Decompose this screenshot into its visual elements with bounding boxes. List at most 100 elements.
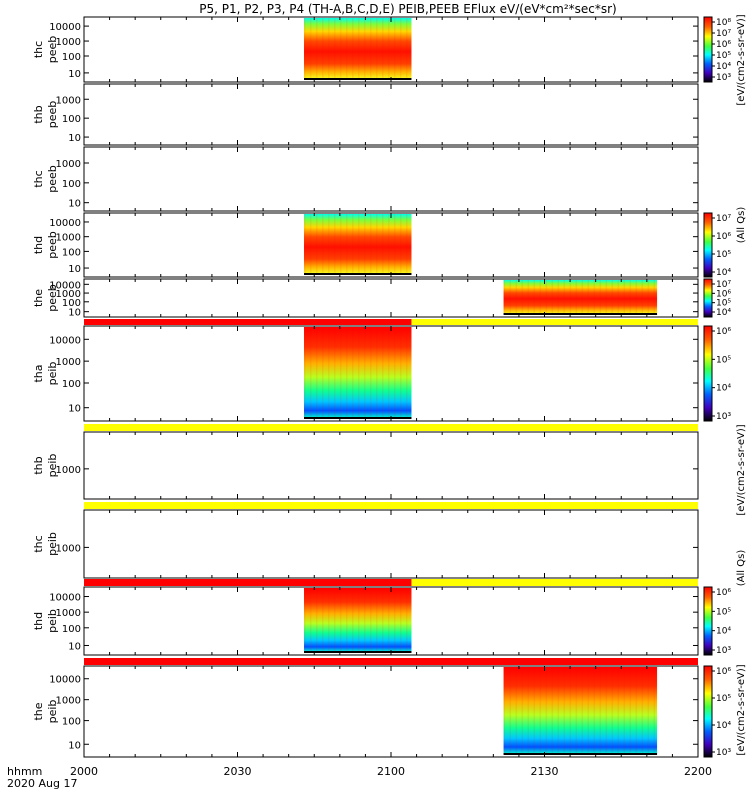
spectrogram-texture [328,588,330,652]
y-tick-label: 10 [68,133,81,144]
colorbar [703,278,713,318]
panel-probe-label: thb [32,456,45,474]
panel-probe-label: the [32,289,45,307]
spectrogram-texture [563,667,566,754]
colorbar-tick-label: 10⁶ [716,40,731,50]
y-tick-label: 100 [62,114,81,125]
spectrogram-texture [382,214,384,274]
panel-probe-label: thb [32,105,45,123]
spectrogram-texture [557,667,560,754]
spectrogram-texture [310,18,312,79]
spectrogram-texture [575,280,578,314]
spectrogram-texture [406,588,408,652]
spectrogram-tha-peib [304,327,412,418]
spectrogram-texture [587,667,590,754]
spectrogram-texture [322,588,324,652]
spectrogram-texture [545,280,548,314]
spectrogram-texture [370,588,372,652]
colorbar-tick-label: 10⁶ [716,588,731,598]
spectrogram-floor [304,273,412,275]
colorbar-tick-label: 10⁴ [716,268,731,278]
colorbar-tick-label: 10⁷ [716,29,731,39]
y-tick-label: 1000 [56,289,81,300]
y-tick-label: 1000 [56,696,81,707]
spectrogram-texture [611,280,614,314]
spectrogram-texture [563,280,566,314]
spectrogram-thd-peeb [304,214,412,274]
y-tick-label: 10 [68,404,81,415]
flag-segment-10-1 [84,658,698,665]
y-tick-label: 10000 [49,593,81,604]
colorbar [703,16,713,83]
spectrogram-texture [623,667,626,754]
all-qs-label: (All Qs) [736,207,747,244]
spectrogram-texture [322,18,324,79]
y-tick-label: 1000 [56,37,81,48]
y-tick-label: 100 [62,379,81,390]
colorbar-tick-label: 10⁶ [716,232,731,242]
spectrogram-texture [641,280,644,314]
spectrogram-texture [527,280,530,314]
colorbar-tick-label: 10⁵ [716,607,731,617]
spectrogram-texture [617,667,620,754]
panel-product-label: peib [46,700,59,724]
spectrogram-texture [328,327,330,418]
spectrogram-texture [623,280,626,314]
spectrogram-texture [611,667,614,754]
spectrogram-texture [557,280,560,314]
spectrogram-texture [539,667,542,754]
spectrogram-texture [340,214,342,274]
ion-unit-label: [eV/(cm2-s-sr-eV)] [736,424,747,515]
spectrogram-texture [509,667,512,754]
spectrogram-texture [304,327,306,418]
spectrogram-texture [527,667,530,754]
x-tick-label: 2130 [531,765,559,778]
ion-unit-label: [eV/(cm2-s-sr-eV)] [736,664,747,755]
panel-10: 10000 1000 100 10 the peib 10⁶ 10⁵ 10⁴ 10³ [32,658,731,758]
spectrogram-texture [334,588,336,652]
spectrogram-texture [406,327,408,418]
spectrogram-texture [364,18,366,79]
spectrogram-texture [388,327,390,418]
spectrogram-texture [340,18,342,79]
unit-labels: [eV/(cm2-s-sr-eV)] (All Qs) [eV/(cm2-s-sr-… [736,14,747,755]
y-tick-label: 1000 [56,95,81,106]
panel-2: 1000 100 10 thb peeb [32,83,699,146]
spectrogram-texture [346,18,348,79]
colorbar-tick-label: 10⁵ [716,51,731,61]
spectrogram-texture [304,18,306,79]
colorbar-tick-label: 10⁸ [716,18,731,28]
y-tick-label: 10 [68,69,81,80]
spectrogram-the-peib [503,667,658,754]
panel-product-label: peeb [46,231,59,259]
spectrogram-texture [346,214,348,274]
colorbar-tick-label: 10⁴ [716,721,731,731]
spectrogram-texture [587,280,590,314]
y-tick-label: 10000 [49,335,81,346]
spectrogram-texture [593,667,596,754]
y-tick-label: 10 [68,199,81,210]
spectrogram-texture [551,667,554,754]
spectrogram-texture [352,18,354,79]
colorbar-tick-label: 10⁶ [716,289,731,299]
spectrogram-texture [629,280,632,314]
spectrogram-texture [653,280,656,314]
panel-probe-label: the [32,702,45,720]
x-tick-label: 2100 [377,765,405,778]
x-axis: 2000 2030 2100 2130 2200 [70,765,712,778]
y-tick-label: 100 [62,298,81,309]
spectrogram-texture [328,18,330,79]
spectrogram-texture [400,588,402,652]
y-tick-label: 100 [62,717,81,728]
panel-product-label: peeb [46,165,59,193]
y-tick-label: 1000 [56,159,81,170]
colorbar [703,665,713,758]
colorbar-tick-label: 10⁵ [716,694,731,704]
spectrogram-the-peeb [503,280,658,314]
colorbar-tick-label: 10⁶ [716,667,731,677]
colorbar-tick-label: 10³ [716,748,731,758]
